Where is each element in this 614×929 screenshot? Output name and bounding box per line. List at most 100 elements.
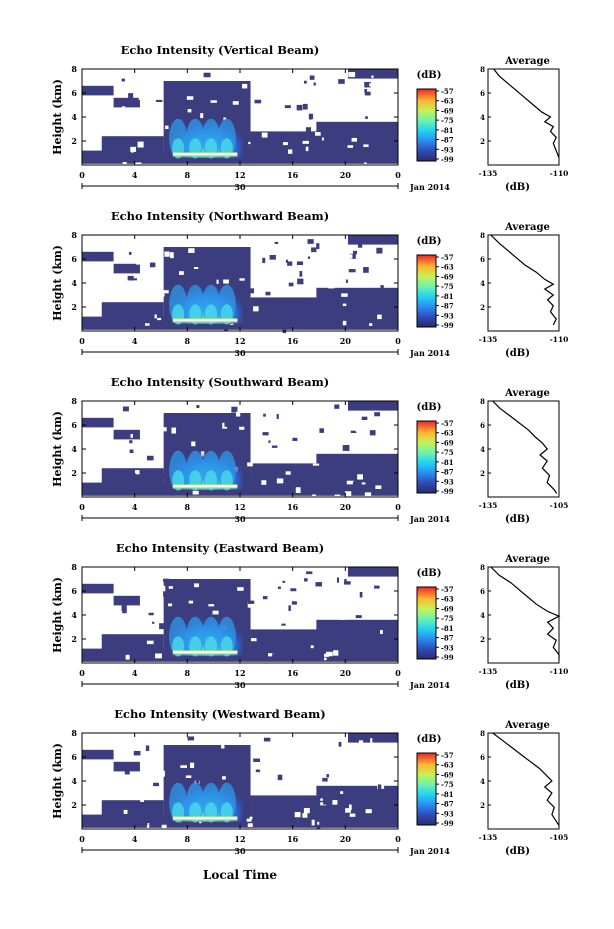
speckle-cell bbox=[180, 765, 187, 768]
speckle-cell bbox=[315, 132, 321, 136]
speckle-cell bbox=[339, 586, 346, 591]
echo-top-right-layer bbox=[347, 69, 398, 79]
speckle-cell bbox=[224, 327, 228, 332]
speckle-cell bbox=[188, 600, 194, 604]
speckle-cell bbox=[357, 474, 363, 480]
speckle-cell bbox=[350, 430, 357, 434]
speckle-cell bbox=[380, 285, 384, 290]
ytick-label: 2 bbox=[71, 634, 77, 644]
speckle-cell bbox=[163, 427, 167, 432]
speckle-cell bbox=[342, 303, 347, 307]
speckle-cell bbox=[248, 288, 255, 294]
profile-frame bbox=[487, 68, 560, 166]
speckle-cell bbox=[344, 581, 351, 585]
speckle-cell bbox=[312, 463, 320, 466]
speckle-cell bbox=[325, 434, 333, 437]
speckle-cell bbox=[322, 799, 329, 805]
speckle-cell bbox=[352, 250, 358, 255]
speckle-cell bbox=[323, 133, 328, 140]
profile-xtick-label: -135 bbox=[479, 169, 498, 178]
speckle-cell bbox=[259, 281, 265, 287]
xtick-label: 0 bbox=[395, 336, 401, 346]
date-tick-label: 30 bbox=[234, 182, 246, 192]
speckle-cell bbox=[330, 82, 334, 88]
speckle-cell bbox=[323, 241, 327, 245]
profile-ytick-label: 6 bbox=[480, 587, 485, 596]
profile-ytick-label: 6 bbox=[480, 753, 485, 762]
speckle-cell bbox=[194, 583, 200, 588]
date-label: Jan 2014 bbox=[409, 680, 450, 690]
speckle-cell bbox=[349, 813, 356, 817]
speckle-cell bbox=[331, 253, 334, 256]
colorbar-tick-label: -93 bbox=[441, 809, 454, 818]
date-label: Jan 2014 bbox=[409, 182, 450, 192]
colorbar-tick-label: -57 bbox=[441, 253, 454, 262]
xtick-label: 0 bbox=[79, 668, 85, 678]
heatmap-core bbox=[169, 275, 243, 325]
speckle-cell bbox=[347, 88, 351, 93]
speckle-cell bbox=[288, 605, 291, 612]
speckle-cell bbox=[146, 823, 150, 828]
speckle-cell bbox=[351, 796, 357, 803]
ytick-label: 8 bbox=[71, 396, 77, 406]
speckle-cell bbox=[278, 445, 283, 451]
profile-xlabel: (dB) bbox=[505, 182, 530, 193]
speckle-cell bbox=[178, 271, 184, 275]
xtick-label: 20 bbox=[340, 170, 352, 180]
speckle-cell bbox=[241, 819, 248, 825]
speckle-cell bbox=[126, 775, 133, 779]
speckle-cell bbox=[243, 802, 250, 807]
speckle-cell bbox=[361, 482, 366, 485]
profile-ytick-label: 4 bbox=[480, 611, 485, 620]
speckle-cell bbox=[376, 818, 380, 823]
speckle-cell bbox=[356, 151, 362, 154]
speckle-cell bbox=[250, 638, 257, 642]
ytick-label: 6 bbox=[71, 586, 77, 596]
speckle-cell bbox=[133, 750, 141, 756]
colorbar-tick-label: -93 bbox=[441, 477, 454, 486]
speckle-cell bbox=[163, 473, 170, 478]
xtick-label: 4 bbox=[132, 336, 138, 346]
speckle-cell bbox=[307, 239, 314, 244]
xtick-label: 12 bbox=[234, 170, 245, 180]
speckle-cell bbox=[365, 116, 368, 120]
speckle-cell bbox=[349, 254, 353, 259]
speckle-cell bbox=[286, 760, 292, 765]
speckle-cell bbox=[347, 417, 353, 421]
speckle-cell bbox=[248, 141, 251, 145]
speckle-cell bbox=[253, 783, 260, 786]
speckle-cell bbox=[292, 291, 298, 294]
speckle-cell bbox=[375, 485, 382, 489]
colorbar-tick-label: -99 bbox=[441, 819, 454, 828]
speckle-cell bbox=[303, 619, 311, 624]
speckle-cell bbox=[337, 323, 342, 329]
ytick-label: 8 bbox=[71, 64, 77, 74]
speckle-cell bbox=[282, 142, 288, 146]
speckle-cell bbox=[129, 440, 133, 444]
speckle-cell bbox=[158, 770, 165, 777]
panel-title: Echo Intensity (Eastward Beam) bbox=[116, 541, 324, 555]
colorbar-tick-label: -75 bbox=[441, 448, 454, 457]
speckle-cell bbox=[255, 124, 259, 130]
xtick-label: 12 bbox=[234, 336, 245, 346]
speckle-cell bbox=[308, 113, 314, 120]
colorbar-tick-label: -69 bbox=[441, 106, 454, 115]
speckle-cell bbox=[309, 276, 315, 283]
speckle-cell bbox=[135, 99, 140, 105]
speckle-cell bbox=[380, 586, 384, 593]
speckle-cell bbox=[267, 653, 275, 657]
speckle-cell bbox=[130, 433, 133, 438]
xtick-label: 8 bbox=[185, 502, 191, 512]
speckle-cell bbox=[374, 97, 380, 103]
panel-3: Echo Intensity (Southward Beam) 2 4 6 8 Heigh… bbox=[51, 375, 568, 525]
speckle-cell bbox=[336, 613, 343, 619]
speckle-cell bbox=[374, 583, 380, 589]
echo-upper-layer-mid bbox=[113, 595, 140, 606]
speckle-cell bbox=[133, 477, 139, 483]
speckle-cell bbox=[231, 406, 238, 413]
speckle-cell bbox=[285, 636, 289, 640]
speckle-cell bbox=[263, 413, 266, 417]
speckle-cell bbox=[122, 162, 127, 165]
profile-ytick-label: 6 bbox=[480, 421, 485, 430]
speckle-cell bbox=[277, 586, 281, 589]
